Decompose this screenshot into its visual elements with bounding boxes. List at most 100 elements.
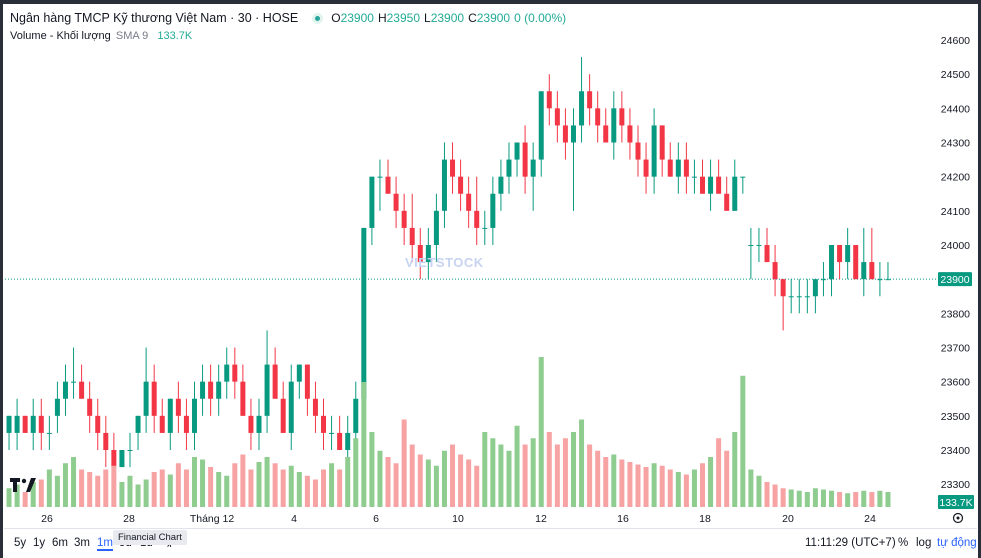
volume-bar	[79, 469, 85, 507]
date-range-icon[interactable]: ⇥	[162, 539, 172, 551]
open-value: 23900	[340, 11, 374, 25]
candle-body	[167, 398, 173, 433]
volume-bar	[272, 463, 278, 507]
high-label: H	[377, 11, 387, 25]
candle-body	[393, 193, 399, 211]
volume-bar	[667, 469, 673, 507]
volume-bar	[54, 475, 60, 507]
candle-body	[877, 279, 883, 281]
close-value: 23900	[476, 11, 511, 25]
volume-bar	[506, 450, 512, 507]
volume-bar	[175, 463, 181, 507]
candle-body	[143, 381, 149, 416]
volume-bar	[820, 489, 826, 507]
volume-bar	[151, 472, 157, 507]
volume-bar	[22, 492, 28, 507]
candle-body	[38, 415, 44, 433]
candle-body	[208, 381, 214, 399]
candle-body	[570, 125, 576, 143]
range-5y-button[interactable]: 5y	[14, 537, 27, 549]
frame-border-left	[0, 0, 3, 558]
volume-bar	[143, 479, 149, 507]
volume-label: Volume - Khối lượng	[10, 30, 111, 42]
volume-bar	[562, 438, 568, 507]
candle-body	[71, 381, 77, 383]
candle-body	[804, 296, 810, 298]
x-tick-label: 10	[452, 513, 464, 525]
y-tick-label: 23800	[941, 308, 970, 320]
volume-bar	[208, 467, 214, 507]
volume-bar	[264, 457, 270, 507]
candle-body	[409, 227, 415, 245]
candle-body	[264, 364, 270, 416]
y-tick-label: 24400	[941, 103, 970, 115]
candle-body	[240, 381, 246, 416]
volume-bar	[304, 475, 310, 507]
volume-bar	[796, 490, 802, 507]
volume-bar	[361, 382, 367, 507]
candle-body	[748, 245, 754, 246]
candle-body	[530, 159, 536, 177]
range-3m-button[interactable]: 3m	[74, 537, 90, 549]
volume-bar	[393, 463, 399, 507]
candle-body	[200, 381, 206, 399]
volume-bar	[772, 484, 778, 507]
candle-body	[732, 176, 738, 211]
candle-body	[700, 176, 706, 194]
candle-body	[111, 450, 117, 468]
symbol-legend: Ngân hàng TMCP Kỹ thương Việt Nam · 30 ·…	[10, 11, 570, 25]
candle-body	[522, 142, 528, 177]
volume-bar	[159, 469, 165, 507]
tradingview-logo-icon[interactable]	[10, 478, 40, 498]
candle-body	[812, 279, 818, 297]
candle-body	[579, 91, 585, 126]
range-1y-button[interactable]: 1y	[33, 537, 46, 549]
frame-border-top	[0, 0, 981, 4]
volume-bar	[490, 438, 496, 507]
axis-settings-icon	[952, 512, 964, 524]
volume-bar	[167, 474, 173, 507]
volume-bar	[441, 450, 447, 507]
log-toggle[interactable]: log	[916, 537, 932, 549]
candle-body	[538, 91, 544, 160]
candle-body	[756, 245, 762, 246]
volume-bar	[587, 444, 593, 507]
volume-value: 133.7K	[157, 30, 193, 42]
candle-body	[450, 159, 456, 177]
volume-bar	[216, 472, 222, 507]
auto-scale-toggle[interactable]: tự động	[937, 537, 977, 549]
candle-body	[554, 108, 560, 126]
candle-body	[321, 415, 327, 433]
candle-body	[256, 415, 262, 433]
volume-bar	[651, 463, 657, 507]
candle-body	[95, 415, 101, 433]
volume-bar	[853, 492, 859, 507]
volume-sma-label: SMA 9	[115, 30, 149, 42]
candle-body	[546, 91, 552, 109]
volume-bar	[450, 444, 456, 507]
volume-bar	[321, 469, 327, 507]
candle-body	[619, 108, 625, 126]
candle-body	[22, 415, 28, 433]
volume-bar	[232, 463, 238, 507]
volume-bar	[111, 465, 117, 507]
market-status-icon[interactable]	[312, 12, 324, 24]
candle-body	[708, 176, 714, 194]
candle-body	[54, 398, 60, 416]
volume-bar	[191, 457, 197, 507]
range-6m-button[interactable]: 6m	[52, 537, 68, 549]
candle-body	[6, 415, 12, 433]
volume-bar	[829, 490, 835, 507]
range-1m-button[interactable]: 1m	[97, 537, 113, 551]
candle-body	[716, 176, 722, 194]
candle-body	[87, 398, 93, 416]
y-tick-label: 23700	[941, 343, 970, 355]
percent-toggle[interactable]: %	[898, 537, 909, 549]
clock-timezone[interactable]: 11:11:29 (UTC+7)	[805, 537, 896, 549]
low-value: 23900	[430, 11, 465, 25]
candle-body	[780, 279, 786, 297]
volume-bar	[570, 432, 576, 507]
x-tick-label: Tháng 12	[190, 513, 235, 525]
volume-bar	[369, 432, 375, 507]
